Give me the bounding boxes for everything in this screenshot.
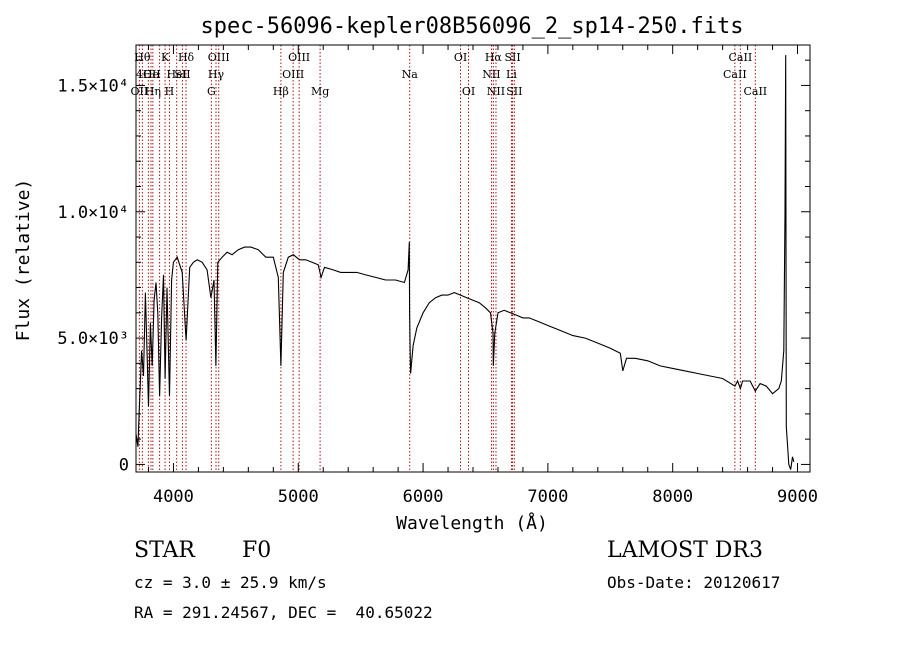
spectral-line-markers xyxy=(138,45,756,472)
redshift-text: cz = 3.0 ± 25.9 km/s xyxy=(134,573,327,592)
line-marker-label: Li xyxy=(506,68,517,81)
spectral-line-labels: HθOII4OIIHeHηKHHeISIIHδGHγOIIIHβOIIIOIII… xyxy=(131,51,768,98)
x-tick-label: 4000 xyxy=(153,487,194,507)
line-marker-label: SII xyxy=(506,85,522,98)
x-tick-label: 5000 xyxy=(278,487,319,507)
line-marker-label: HeI xyxy=(166,68,186,81)
line-marker-label: Mg xyxy=(311,85,329,98)
line-marker-label: OI xyxy=(454,51,467,64)
line-marker-label: OIII xyxy=(288,51,310,64)
line-marker-label: Hα xyxy=(485,51,503,64)
chart-title: spec-56096-kepler08B56096_2_sp14-250.fit… xyxy=(200,14,743,39)
line-marker-label: 4OII xyxy=(136,68,161,81)
line-marker-label: Hβ xyxy=(273,85,289,98)
line-marker-label: K xyxy=(161,51,170,64)
line-marker-label: Hθ xyxy=(134,51,151,64)
line-marker-label: OIII xyxy=(208,51,230,64)
line-marker-label: SII xyxy=(504,51,520,64)
line-marker-label: Hη xyxy=(145,85,161,98)
coordinates: RA = 291.24567, DEC = 40.65022 xyxy=(134,603,433,622)
spectrum-line xyxy=(135,55,795,470)
x-tick-label: 7000 xyxy=(527,487,568,507)
line-marker-label: He xyxy=(143,68,159,81)
y-axis-label: Flux (relative) xyxy=(13,179,34,342)
x-tick-label: 9000 xyxy=(777,487,818,507)
y-tick-label: 1.0×10⁴ xyxy=(57,203,129,223)
line-marker-label: CaII xyxy=(743,85,767,98)
survey-name: LAMOST DR3 xyxy=(607,538,763,563)
object-subclass: F0 xyxy=(242,538,272,563)
x-axis-label: Wavelength (Å) xyxy=(396,512,548,534)
line-marker-label: G xyxy=(207,85,216,98)
y-axis-ticks: 0 5.0×10³ 1.0×10⁴ 1.5×10⁴ xyxy=(57,59,810,475)
x-tick-label: 8000 xyxy=(652,487,693,507)
y-tick-label: 0 xyxy=(119,455,129,475)
line-marker-label: SII xyxy=(174,68,190,81)
plot-frame xyxy=(135,44,811,473)
y-tick-label: 5.0×10³ xyxy=(57,329,129,349)
line-marker-label: OIII xyxy=(282,68,304,81)
line-marker-label: NII xyxy=(482,68,500,81)
line-marker-label: Hδ xyxy=(178,51,195,64)
line-marker-label: Hγ xyxy=(208,68,225,81)
line-marker-label: H xyxy=(165,85,175,98)
y-tick-label: 1.5×10⁴ xyxy=(57,76,129,96)
line-marker-label: OI xyxy=(462,85,475,98)
x-tick-label: 6000 xyxy=(403,487,444,507)
line-marker-label: CaII xyxy=(729,51,753,64)
x-axis-ticks: 4000 5000 6000 7000 8000 9000 xyxy=(147,45,818,507)
line-marker-label: OII xyxy=(131,85,149,98)
obs-date: Obs-Date: 20120617 xyxy=(607,573,781,592)
line-marker-label: NII xyxy=(487,85,505,98)
line-marker-label: CaII xyxy=(723,68,747,81)
object-class: STAR xyxy=(134,538,195,563)
line-marker-label: Na xyxy=(402,68,419,81)
